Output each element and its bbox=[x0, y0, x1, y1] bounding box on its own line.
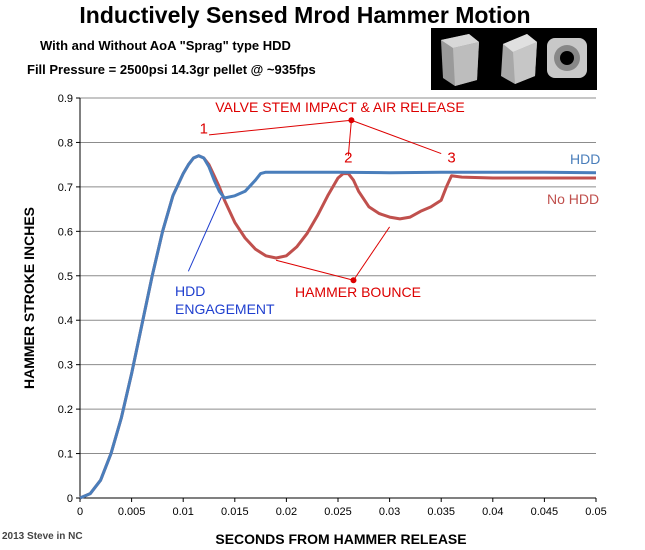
event-number-label: 3 bbox=[447, 149, 455, 166]
x-tick-label: 0 bbox=[77, 506, 83, 518]
valve-annotation-dot bbox=[348, 117, 355, 124]
y-tick-labels: 0 0.1 0.2 0.3 0.4 0.5 0.6 0.7 0.8 0.9 bbox=[58, 93, 73, 505]
credit-text: 2013 Steve in NC bbox=[2, 531, 83, 542]
series-line-no-hdd bbox=[79, 154, 596, 500]
x-tick-label: 0.01 bbox=[172, 506, 193, 518]
bounce-leader-line bbox=[353, 226, 391, 281]
y-tick-label: 0 bbox=[67, 493, 73, 505]
annotations: HDD No HDD VALVE STEM IMPACT & AIR RELEASE… bbox=[175, 99, 600, 317]
x-tick-labels: 0 0.005 0.01 0.015 0.02 0.025 0.03 0.035 0.04 0.0… bbox=[77, 506, 607, 518]
series-line-hdd bbox=[79, 154, 597, 500]
hdd-part-renders bbox=[441, 34, 587, 86]
x-tick-label: 0.03 bbox=[379, 506, 400, 518]
legend-label-hdd: HDD bbox=[570, 151, 600, 167]
y-tick-label: 0.8 bbox=[58, 137, 73, 149]
x-tick-label: 0.035 bbox=[427, 506, 455, 518]
x-tick-label: 0.05 bbox=[585, 506, 606, 518]
event-number-label: 1 bbox=[200, 121, 208, 138]
hdd-engagement-annotation-line2: ENGAGEMENT bbox=[175, 301, 275, 317]
x-tick-label: 0.04 bbox=[482, 506, 503, 518]
valve-leader-line bbox=[351, 119, 442, 155]
chart-subtitle: With and Without AoA "Sprag" type HDD bbox=[40, 38, 291, 53]
y-tick-label: 0.4 bbox=[58, 315, 73, 327]
x-tick-label: 0.015 bbox=[221, 506, 249, 518]
y-tick-label: 0.6 bbox=[58, 226, 73, 238]
valve-impact-annotation: VALVE STEM IMPACT & AIR RELEASE bbox=[215, 99, 464, 115]
grid-lines bbox=[80, 97, 596, 455]
x-tick-label: 0.005 bbox=[118, 506, 146, 518]
hammer-bounce-annotation: HAMMER BOUNCE bbox=[295, 284, 421, 300]
axes bbox=[76, 97, 597, 502]
y-tick-label: 0.9 bbox=[58, 93, 73, 105]
hdd-engagement-annotation-line1: HDD bbox=[175, 283, 205, 299]
y-tick-label: 0.1 bbox=[58, 449, 73, 461]
chart-title: Inductively Sensed Mrod Hammer Motion bbox=[79, 2, 531, 28]
x-tick-label: 0.025 bbox=[324, 506, 352, 518]
bounce-annotation-dot bbox=[350, 277, 357, 284]
x-tick-label: 0.045 bbox=[531, 506, 559, 518]
valve-leader-line bbox=[347, 120, 352, 156]
valve-leader-line bbox=[208, 119, 352, 136]
hdd-engagement-leader-line bbox=[187, 196, 222, 272]
y-tick-label: 0.7 bbox=[58, 182, 73, 194]
legend-label-no-hdd: No HDD bbox=[547, 191, 599, 207]
event-number-label: 2 bbox=[344, 149, 352, 166]
y-tick-label: 0.2 bbox=[58, 404, 73, 416]
y-tick-label: 0.5 bbox=[58, 271, 73, 283]
series-lines bbox=[79, 154, 597, 500]
x-tick-label: 0.02 bbox=[276, 506, 297, 518]
y-axis-label: HAMMER STROKE INCHES bbox=[21, 207, 37, 389]
y-tick-label: 0.3 bbox=[58, 360, 73, 372]
hdd-part-renders-image bbox=[431, 28, 597, 90]
bounce-leader-line bbox=[275, 259, 354, 281]
test-conditions: Fill Pressure = 2500psi 14.3gr pellet @ … bbox=[27, 62, 316, 77]
x-axis-label: SECONDS FROM HAMMER RELEASE bbox=[215, 531, 466, 547]
